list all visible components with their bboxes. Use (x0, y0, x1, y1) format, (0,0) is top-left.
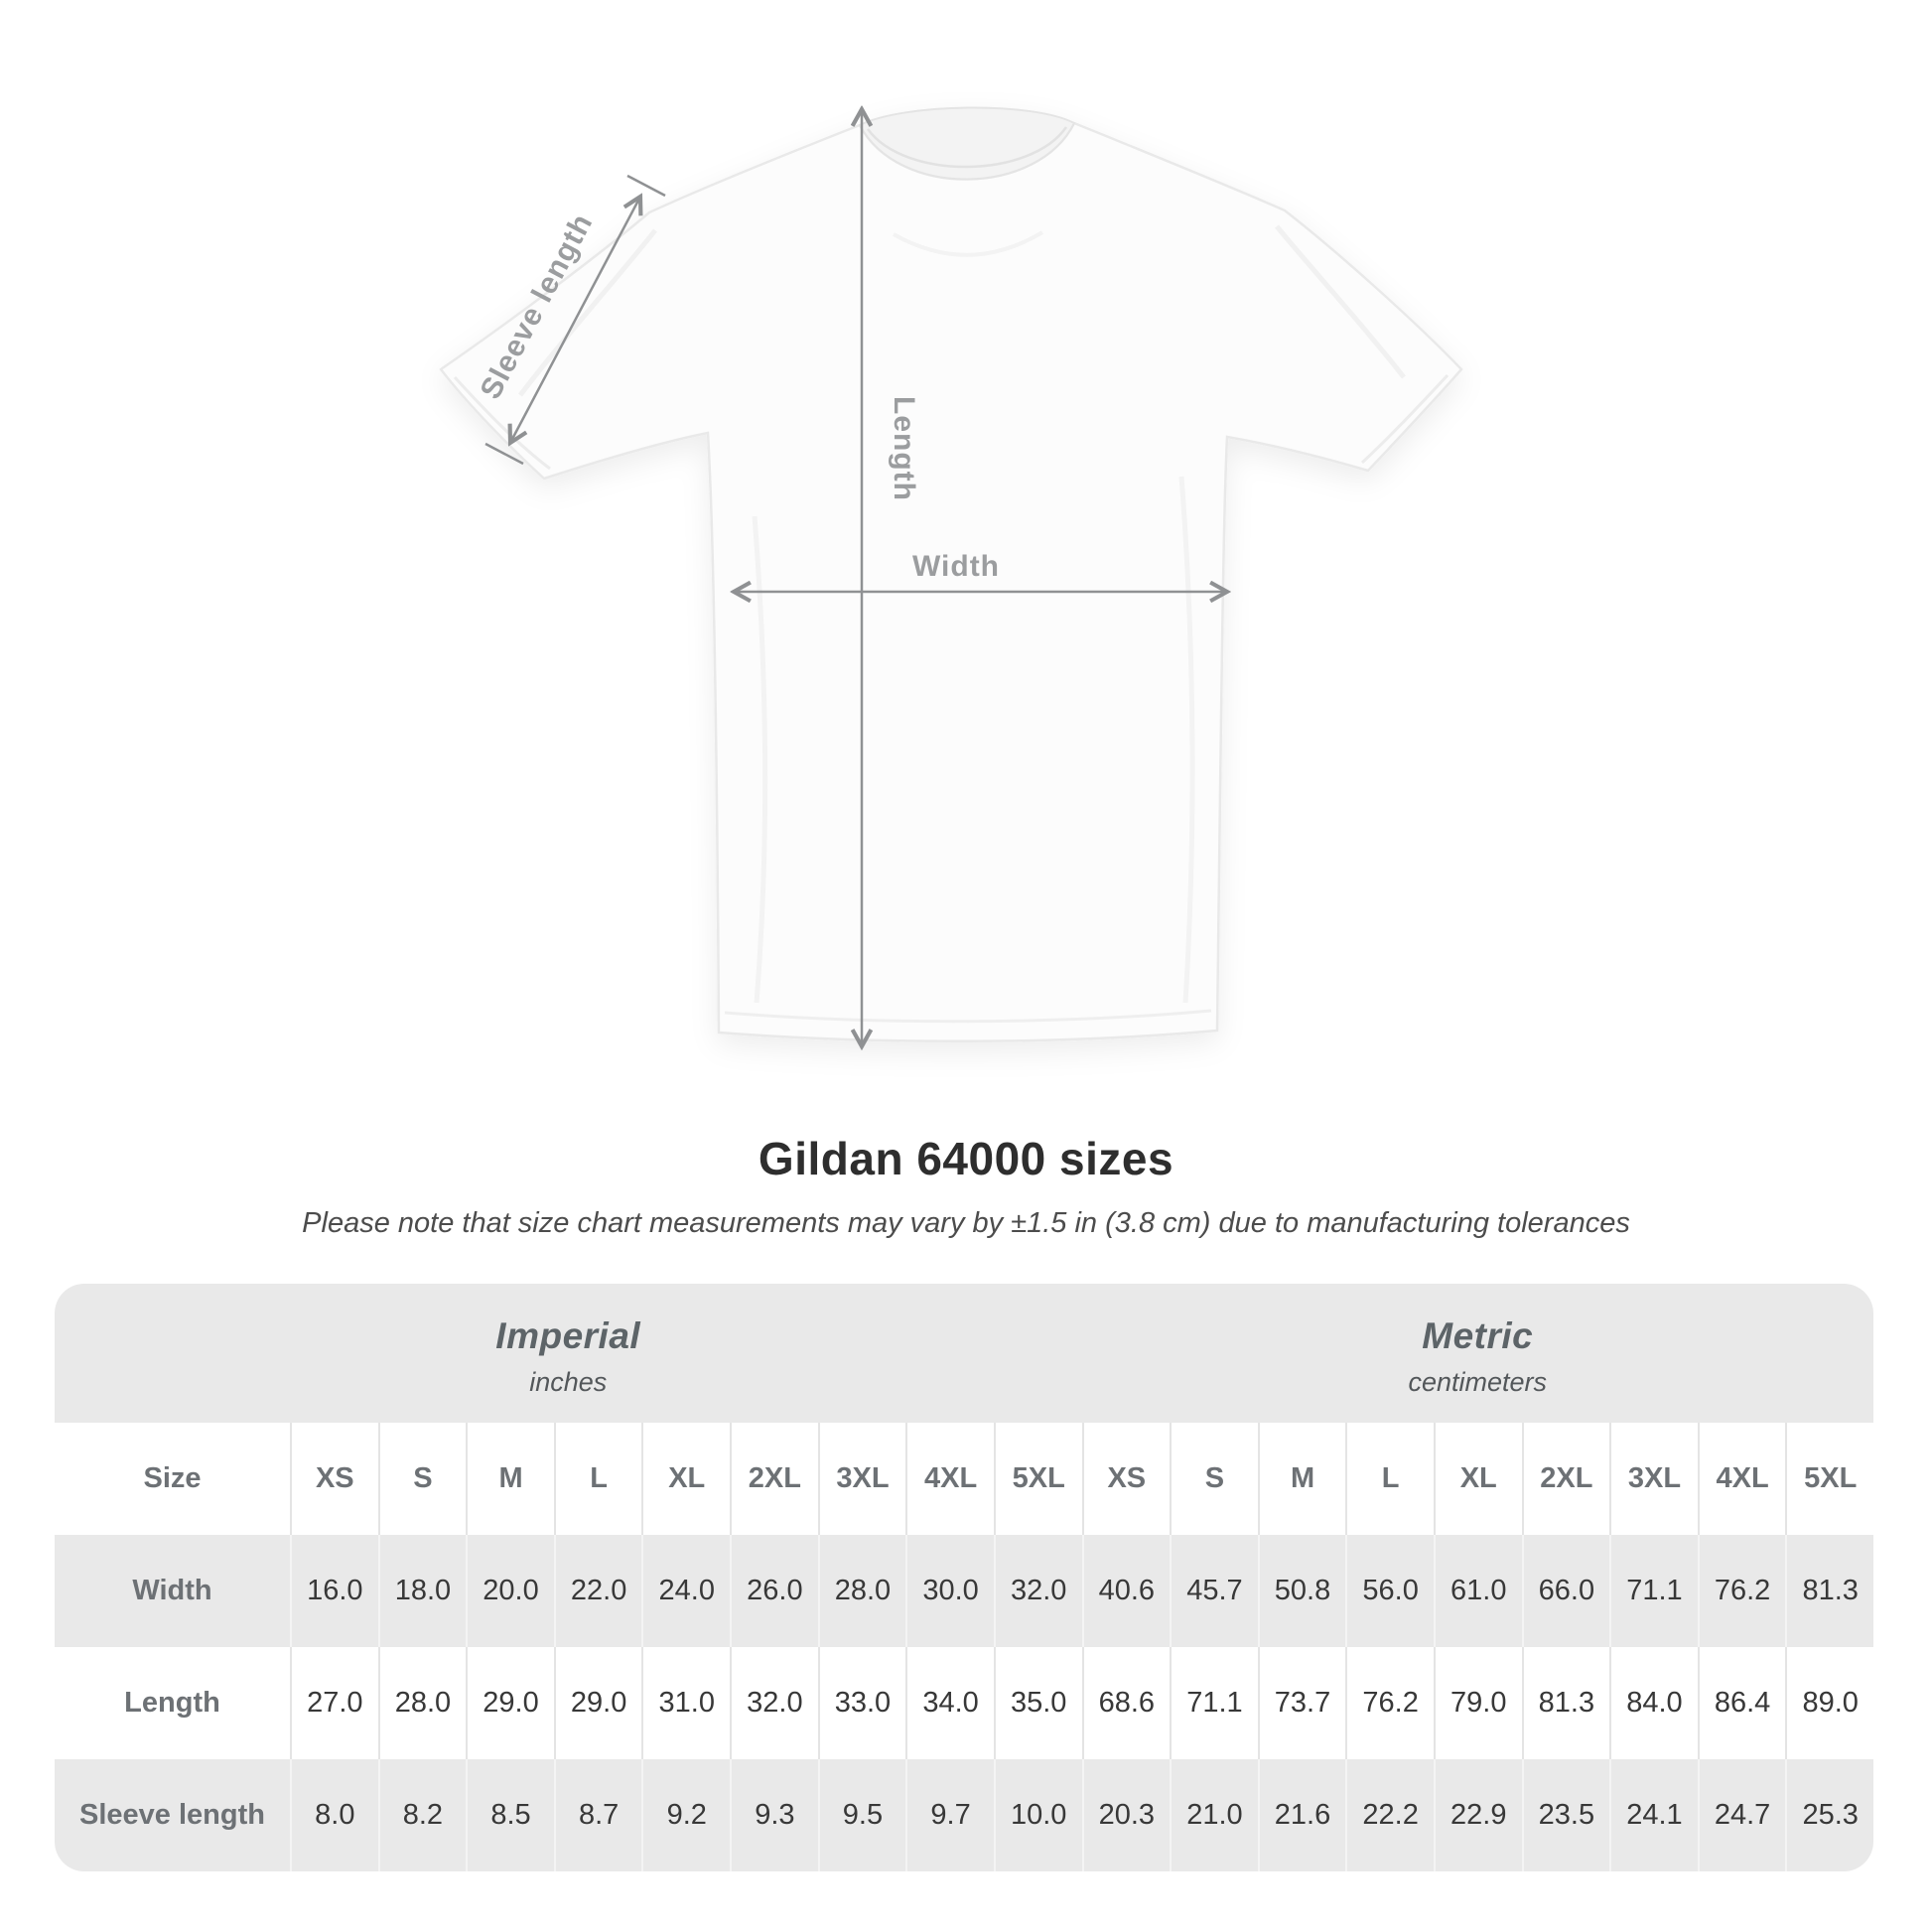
value-cell: 24.1 (1609, 1759, 1698, 1871)
value-cell: 23.5 (1521, 1759, 1610, 1871)
value-cell: 32.0 (730, 1647, 818, 1759)
size-col-header: 4XL (905, 1423, 994, 1535)
sleeve-arrow-tick-end (626, 174, 666, 198)
imperial-label: Imperial (495, 1314, 641, 1356)
value-cell: 20.0 (466, 1535, 554, 1647)
value-cell: 35.0 (993, 1647, 1082, 1759)
value-cell: 76.2 (1345, 1647, 1434, 1759)
table-row-length: Length 27.0 28.0 29.0 29.0 31.0 32.0 33.… (55, 1647, 1873, 1759)
size-table: Imperial inches Metric centimeters Size … (55, 1284, 1873, 1871)
value-cell: 56.0 (1345, 1535, 1434, 1647)
metric-unit: centimeters (1408, 1366, 1548, 1397)
page-title: Gildan 64000 sizes (758, 1133, 1174, 1184)
table-row-sleeve-length: Sleeve length 8.0 8.2 8.5 8.7 9.2 9.3 9.… (55, 1759, 1873, 1871)
size-col-header: XL (1433, 1423, 1522, 1535)
tolerance-note: Please note that size chart measurements… (302, 1207, 1630, 1239)
row-label-width: Width (132, 1575, 212, 1606)
value-cell: 86.4 (1697, 1647, 1786, 1759)
value-cell: 89.0 (1785, 1647, 1873, 1759)
value-cell: 25.3 (1785, 1759, 1873, 1871)
size-col-header: M (1257, 1423, 1346, 1535)
size-col-header: 2XL (730, 1423, 818, 1535)
metric-label: Metric (1422, 1314, 1534, 1356)
size-header: Size (143, 1462, 202, 1494)
value-cell: 71.1 (1609, 1535, 1698, 1647)
value-cell: 16.0 (290, 1535, 378, 1647)
table-section-header: Imperial inches Metric centimeters (55, 1284, 1873, 1423)
value-cell: 31.0 (641, 1647, 730, 1759)
value-cell: 8.5 (466, 1759, 554, 1871)
value-cell: 9.5 (817, 1759, 906, 1871)
value-cell: 81.3 (1785, 1535, 1873, 1647)
value-cell: 10.0 (993, 1759, 1082, 1871)
size-col-header: 5XL (993, 1423, 1082, 1535)
value-cell: 40.6 (1081, 1535, 1171, 1647)
value-cell: 71.1 (1170, 1647, 1258, 1759)
imperial-section-header: Imperial inches (55, 1284, 1082, 1423)
size-header-row: Size XS S M L XL 2XL 3XL 4XL 5XL XS S M … (55, 1423, 1873, 1535)
tshirt-diagram: Sleeve length Length Width (439, 0, 1463, 1112)
value-cell: 9.7 (905, 1759, 994, 1871)
value-cell: 30.0 (905, 1535, 994, 1647)
value-cell: 9.2 (641, 1759, 730, 1871)
value-cell: 32.0 (993, 1535, 1082, 1647)
value-cell: 27.0 (290, 1647, 378, 1759)
size-col-header: S (1170, 1423, 1258, 1535)
value-cell: 76.2 (1697, 1535, 1786, 1647)
size-col-header: XS (1081, 1423, 1171, 1535)
width-label: Width (912, 550, 1000, 583)
value-cell: 29.0 (466, 1647, 554, 1759)
size-col-header: 3XL (1609, 1423, 1698, 1535)
value-cell: 34.0 (905, 1647, 994, 1759)
value-cell: 22.9 (1433, 1759, 1522, 1871)
value-cell: 28.0 (817, 1535, 906, 1647)
sleeve-arrow-tick-start (484, 442, 524, 466)
value-cell: 8.7 (553, 1759, 642, 1871)
value-cell: 28.0 (377, 1647, 467, 1759)
value-cell: 8.2 (377, 1759, 467, 1871)
value-cell: 8.0 (290, 1759, 378, 1871)
row-label-length: Length (124, 1687, 220, 1719)
row-label-sleeve-length: Sleeve length (79, 1799, 265, 1831)
sleeve-length-arrow (510, 197, 640, 443)
value-cell: 61.0 (1433, 1535, 1522, 1647)
table-row-width: Width 16.0 18.0 20.0 22.0 24.0 26.0 28.0… (55, 1535, 1873, 1647)
size-col-header: XS (290, 1423, 378, 1535)
size-col-header: L (553, 1423, 642, 1535)
value-cell: 18.0 (377, 1535, 467, 1647)
value-cell: 9.3 (730, 1759, 818, 1871)
value-cell: 22.0 (553, 1535, 642, 1647)
value-cell: 79.0 (1433, 1647, 1522, 1759)
value-cell: 21.0 (1170, 1759, 1258, 1871)
value-cell: 21.6 (1257, 1759, 1346, 1871)
value-cell: 29.0 (553, 1647, 642, 1759)
size-col-header: L (1345, 1423, 1434, 1535)
size-col-header: 3XL (817, 1423, 906, 1535)
value-cell: 68.6 (1081, 1647, 1171, 1759)
value-cell: 66.0 (1521, 1535, 1610, 1647)
value-cell: 33.0 (817, 1647, 906, 1759)
value-cell: 24.7 (1697, 1759, 1786, 1871)
value-cell: 22.2 (1345, 1759, 1434, 1871)
imperial-unit: inches (529, 1366, 608, 1397)
size-col-header: 4XL (1697, 1423, 1786, 1535)
value-cell: 50.8 (1257, 1535, 1346, 1647)
size-col-header: 2XL (1521, 1423, 1610, 1535)
value-cell: 84.0 (1609, 1647, 1698, 1759)
value-cell: 81.3 (1521, 1647, 1610, 1759)
value-cell: 26.0 (730, 1535, 818, 1647)
value-cell: 45.7 (1170, 1535, 1258, 1647)
size-col-header: M (466, 1423, 554, 1535)
size-col-header: XL (641, 1423, 730, 1535)
value-cell: 24.0 (641, 1535, 730, 1647)
value-cell: 20.3 (1081, 1759, 1171, 1871)
size-col-header: 5XL (1785, 1423, 1873, 1535)
length-label: Length (888, 396, 920, 501)
metric-section-header: Metric centimeters (1082, 1284, 1874, 1423)
value-cell: 73.7 (1257, 1647, 1346, 1759)
size-col-header: S (377, 1423, 467, 1535)
